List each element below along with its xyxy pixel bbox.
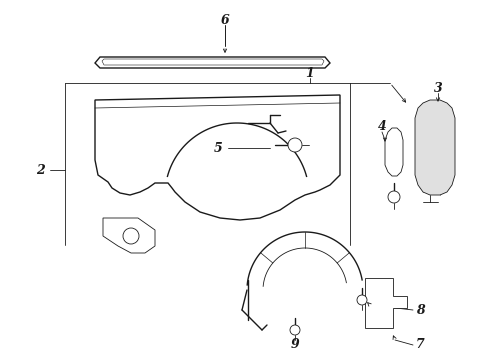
Circle shape (288, 138, 302, 152)
Circle shape (290, 325, 300, 335)
Text: 5: 5 (214, 141, 222, 154)
Circle shape (123, 228, 139, 244)
Text: 4: 4 (378, 120, 387, 132)
Polygon shape (95, 95, 340, 220)
Text: 9: 9 (291, 338, 299, 351)
Circle shape (388, 191, 400, 203)
Text: 2: 2 (36, 163, 45, 176)
Polygon shape (415, 100, 455, 195)
Polygon shape (102, 59, 324, 65)
Text: 7: 7 (416, 338, 424, 351)
Text: 1: 1 (306, 67, 315, 80)
Text: 3: 3 (434, 81, 442, 95)
Polygon shape (385, 128, 403, 176)
Polygon shape (103, 218, 155, 253)
Circle shape (357, 295, 367, 305)
Text: 6: 6 (220, 14, 229, 27)
Polygon shape (95, 57, 330, 68)
Text: 8: 8 (416, 303, 424, 316)
Polygon shape (365, 278, 407, 328)
